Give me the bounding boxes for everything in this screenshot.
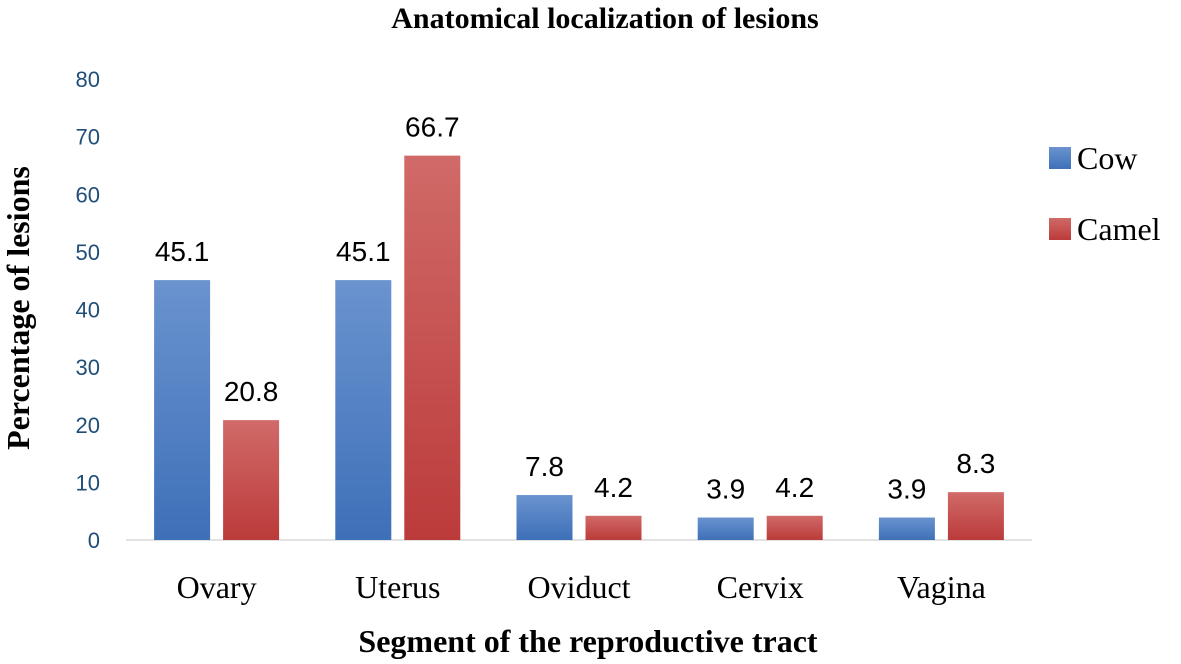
bar-cow-cervix xyxy=(697,517,754,540)
legend-swatch-camel xyxy=(1049,218,1071,240)
bar-cow-vagina xyxy=(878,517,935,540)
y-tick-label: 80 xyxy=(76,67,100,92)
x-axis-title: Segment of the reproductive tract xyxy=(358,623,817,659)
y-tick-label: 10 xyxy=(76,470,100,495)
data-label: 7.8 xyxy=(525,451,564,482)
data-label: 3.9 xyxy=(887,474,926,505)
y-tick-label: 70 xyxy=(76,125,100,150)
x-tick-label: Cervix xyxy=(717,569,804,605)
y-tick-label: 20 xyxy=(76,413,100,438)
x-tick-label: Uterus xyxy=(355,569,440,605)
bar-camel-cervix xyxy=(766,515,823,540)
x-tick-label: Ovary xyxy=(177,569,257,605)
data-label: 4.2 xyxy=(775,472,814,503)
legend-swatch-cow xyxy=(1049,147,1071,169)
data-label: 8.3 xyxy=(956,448,995,479)
x-tick-label: Oviduct xyxy=(527,569,630,605)
y-tick-label: 60 xyxy=(76,182,100,207)
data-label: 3.9 xyxy=(706,474,745,505)
data-label: 45.1 xyxy=(336,236,391,267)
legend-label-camel: Camel xyxy=(1077,211,1161,247)
bar-camel-vagina xyxy=(947,492,1004,540)
legend: Cow Camel xyxy=(1049,140,1161,247)
y-tick-label: 50 xyxy=(76,240,100,265)
bar-cow-ovary xyxy=(154,280,211,540)
y-tick-label: 30 xyxy=(76,355,100,380)
data-label: 20.8 xyxy=(224,376,279,407)
bar-camel-oviduct xyxy=(585,515,642,540)
legend-label-cow: Cow xyxy=(1077,140,1137,176)
y-tick-label: 40 xyxy=(76,298,100,323)
bars xyxy=(154,155,1004,541)
data-label: 66.7 xyxy=(405,112,460,143)
data-labels: 45.1 20.8 45.1 66.7 7.8 4.2 3.9 4.2 3.9 8.3 xyxy=(155,112,996,505)
bar-camel-uterus xyxy=(404,155,461,541)
bar-cow-oviduct xyxy=(516,495,573,540)
x-tick-label: Vagina xyxy=(897,569,986,605)
data-label: 4.2 xyxy=(594,472,633,503)
y-tick-label: 0 xyxy=(88,528,100,553)
y-axis: 0 10 20 30 40 50 60 70 80 xyxy=(76,67,100,553)
x-axis: Ovary Uterus Oviduct Cervix Vagina xyxy=(177,569,986,605)
chart-title: Anatomical localization of lesions xyxy=(391,2,818,35)
data-label: 45.1 xyxy=(155,236,210,267)
bar-cow-uterus xyxy=(335,280,392,540)
y-axis-title: Percentage of lesions xyxy=(0,166,36,450)
bar-camel-ovary xyxy=(223,420,280,540)
